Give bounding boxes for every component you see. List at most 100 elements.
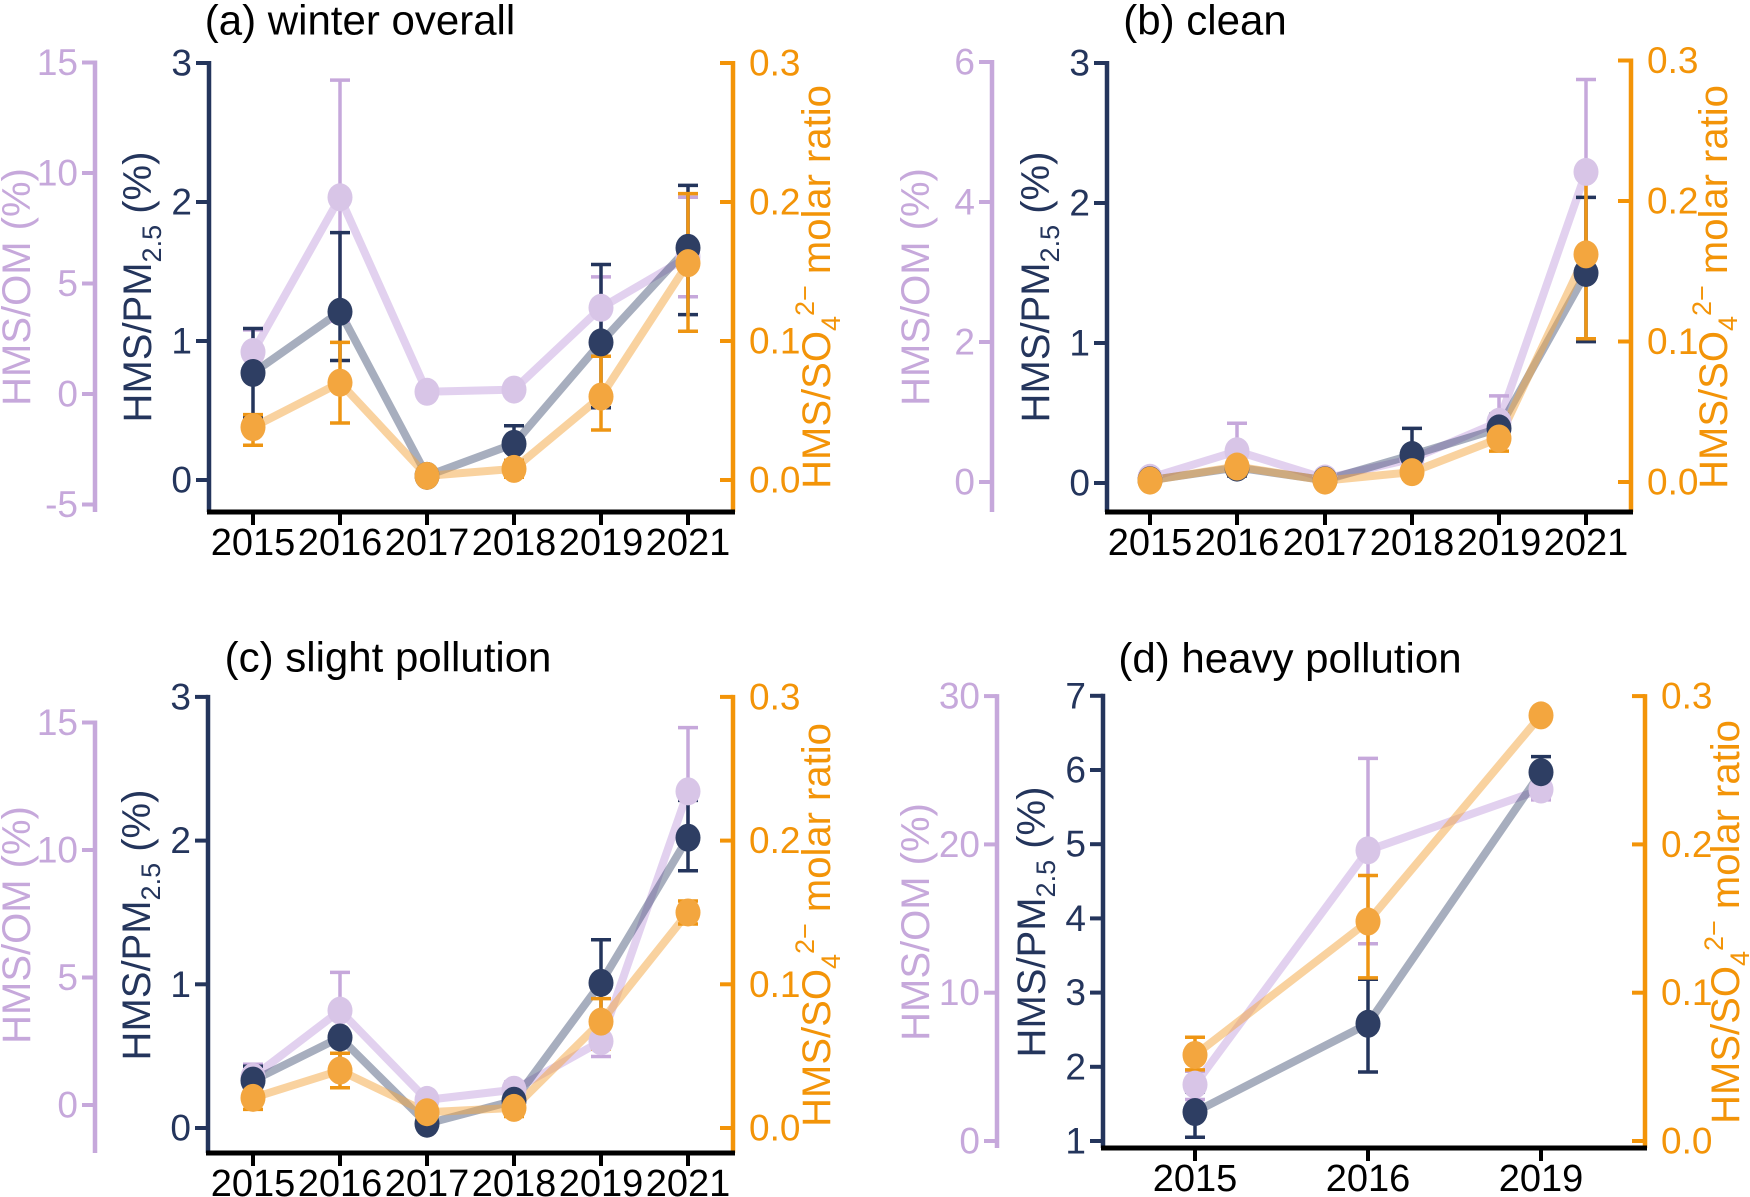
left_outer-axis-label: HMS/OM (%): [894, 168, 938, 406]
right-tick-label: 0.3: [749, 676, 800, 717]
x-tick-label: 2019: [1457, 522, 1542, 564]
panel-title-d: (d) heavy pollution: [1118, 635, 1461, 682]
left_inner-tick-label: 3: [1069, 43, 1090, 84]
panel-title-c: (c) slight pollution: [225, 634, 552, 681]
left_inner-tick-label: 7: [1065, 675, 1086, 716]
left_inner-tick-label: 0: [1069, 463, 1090, 504]
x-tick-label: 2019: [1499, 1158, 1584, 1197]
series-line-pm: [1146, 269, 1590, 485]
left_inner-axis-label: HMS/PM2.5 (%): [116, 152, 167, 423]
series-markers-pm: [1182, 758, 1554, 1127]
x-tick-label: 2019: [559, 522, 644, 564]
right-axis-label: HMS/SO42− molar ratio: [790, 85, 846, 489]
left_inner-tick-label: 2: [170, 820, 191, 861]
left_outer-axis: 0 2 4 6 HMS/OM (%): [894, 42, 995, 512]
left_outer-axis: -5 0 5 10 15 HMS/OM (%): [0, 42, 98, 525]
x-tick-label: 2018: [472, 522, 557, 564]
x-tick-label: 2016: [1326, 1158, 1411, 1197]
series-line-om: [1146, 167, 1590, 483]
right-tick-label: 0.1: [749, 321, 800, 362]
series-errorbars-pm: [243, 183, 698, 463]
panel-b-chart: 0 2 4 6 HMS/OM (%) 0 1 2 3 HMS/PM2.5 (%) 0.0 0.1 0.2…: [894, 0, 1743, 564]
series-markers-so4: [1182, 701, 1554, 1069]
left_inner-tick-label: 3: [170, 676, 191, 717]
panel-a-winter-overall: -5 0 5 10 15 HMS/OM (%) 0 1 2 3 HMS/PM2.5 (%) 0.0 0.…: [0, 0, 875, 598]
right-tick-label: 0.2: [749, 182, 800, 223]
series-markers-so4: [240, 898, 701, 1127]
right-axis-label: HMS/SO42− molar ratio: [1687, 85, 1743, 489]
left_outer-axis: 0 5 10 15 HMS/OM (%): [0, 702, 98, 1153]
left_outer-tick-label: 4: [954, 182, 975, 223]
left_inner-tick-label: 2: [1069, 183, 1090, 224]
right-tick-label: 0.2: [749, 820, 800, 861]
x-tick-label: 2018: [472, 1163, 557, 1197]
right-tick-label: 0.2: [1647, 181, 1698, 222]
right-tick-label: 0.0: [749, 460, 800, 501]
x-tick-label: 2015: [211, 522, 296, 564]
x-axis: 2015 2016 2017 2018 2019 2021: [206, 1150, 735, 1197]
left_outer-tick-label: 10: [37, 153, 78, 194]
left_outer-tick-label: 5: [57, 957, 78, 998]
left_inner-tick-label: 1: [171, 321, 192, 362]
left_inner-axis: 0 1 2 3 HMS/PM2.5 (%): [1014, 43, 1110, 512]
left_outer-tick-label: 15: [37, 702, 78, 743]
right-tick-label: 0.1: [1647, 321, 1698, 362]
left_outer-tick-label: 10: [939, 972, 980, 1013]
x-tick-label: 2017: [1283, 522, 1368, 564]
x-tick-label: 2017: [385, 1163, 470, 1197]
series-markers-so4: [1137, 240, 1599, 495]
series-line-pm: [249, 243, 692, 480]
panel-d-heavy-pollution: 0 10 20 30 HMS/OM (%) 1 2 3 4 5 6 7 HMS/PM2.5 (%) 0.0…: [875, 598, 1750, 1197]
series-markers-pm: [240, 233, 701, 490]
right-tick-label: 0.0: [749, 1108, 800, 1149]
series-line-so4: [1146, 250, 1590, 485]
left_outer-tick-label: 0: [57, 374, 78, 415]
x-tick-label: 2015: [1108, 522, 1193, 564]
x-tick-label: 2015: [211, 1163, 296, 1197]
x-axis: 2015 2016 2017 2018 2019 2021: [207, 509, 735, 564]
panel-d-chart: 0 10 20 30 HMS/OM (%) 1 2 3 4 5 6 7 HMS/PM2.5 (%) 0.0…: [894, 635, 1750, 1197]
series-errorbars-om: [1227, 77, 1596, 472]
left_inner-tick-label: 4: [1065, 898, 1086, 939]
left_inner-tick-label: 2: [171, 182, 192, 223]
x-axis: 2015 2016 2017 2018 2019 2021: [1105, 509, 1633, 564]
right-tick-label: 0.3: [1661, 676, 1712, 717]
panel-title-b: (b) clean: [1123, 0, 1286, 44]
left_outer-axis: 0 10 20 30 HMS/OM (%): [894, 676, 1000, 1162]
x-tick-label: 2021: [1544, 522, 1629, 564]
x-tick-label: 2019: [559, 1163, 644, 1197]
left_inner-axis: 0 1 2 3 HMS/PM2.5 (%): [115, 676, 211, 1153]
x-tick-label: 2016: [1195, 522, 1280, 564]
left_outer-tick-label: 0: [57, 1085, 78, 1126]
left_inner-tick-label: 0: [170, 1108, 191, 1149]
left_outer-axis-label: HMS/OM (%): [894, 803, 938, 1041]
x-tick-label: 2021: [646, 522, 731, 564]
left_inner-axis: 1 2 3 4 5 6 7 HMS/PM2.5 (%): [1010, 675, 1106, 1162]
right-tick-label: 0.0: [1661, 1121, 1712, 1162]
right-tick-label: 0.0: [1647, 462, 1698, 503]
left_inner-tick-label: 1: [1069, 323, 1090, 364]
series-errorbars-pm: [1227, 195, 1596, 478]
x-axis: 2015 2016 2019: [1101, 1145, 1647, 1197]
left_outer-tick-label: 2: [954, 322, 975, 363]
right-tick-label: 0.3: [1647, 40, 1698, 81]
right-tick-label: 0.3: [749, 43, 800, 84]
left_inner-tick-label: 3: [1065, 972, 1086, 1013]
left_outer-tick-label: 20: [939, 824, 980, 865]
series-line-so4: [249, 259, 692, 480]
series-line-om: [249, 193, 692, 396]
series-line-so4: [249, 908, 692, 1117]
left_inner-tick-label: 5: [1065, 824, 1086, 865]
left_outer-axis-label: HMS/OM (%): [0, 806, 39, 1044]
left_inner-tick-label: 1: [170, 964, 191, 1005]
left_outer-tick-label: -5: [45, 484, 78, 525]
x-tick-label: 2018: [1370, 522, 1455, 564]
panel-c-slight-pollution: 0 5 10 15 HMS/OM (%) 0 1 2 3 HMS/PM2.5 (%) 0.0 0.1 0…: [0, 598, 875, 1197]
left_inner-tick-label: 6: [1065, 750, 1086, 791]
